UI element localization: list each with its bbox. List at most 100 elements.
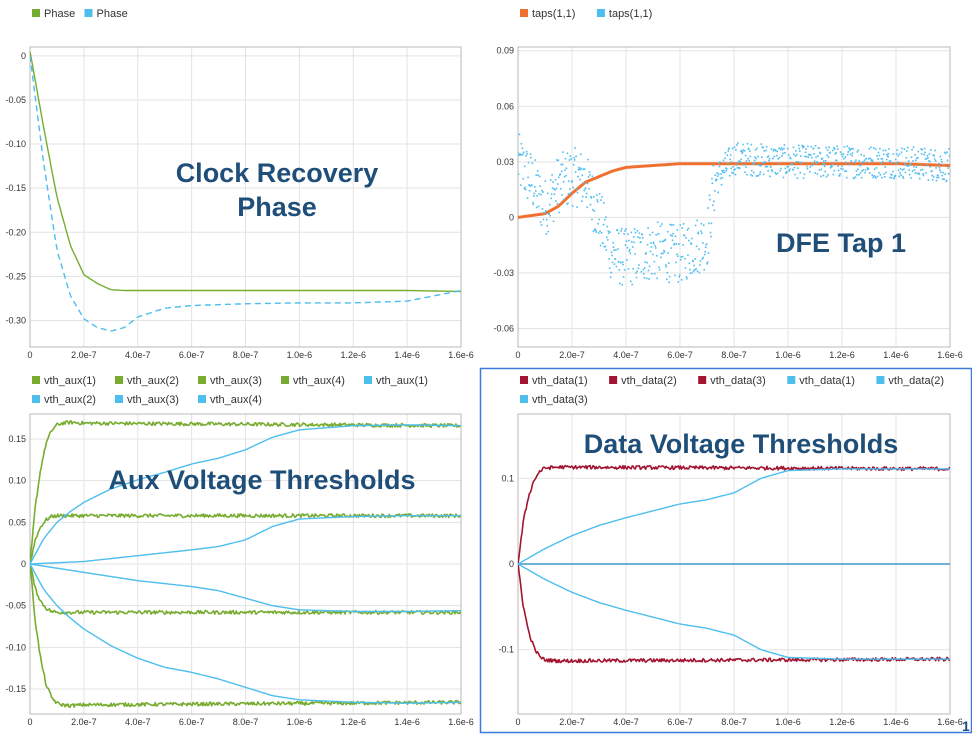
- scatter-point: [611, 254, 613, 257]
- scatter-point: [704, 246, 707, 249]
- plot-frame: [517, 46, 951, 348]
- legend-item[interactable]: vth_data(2): [876, 375, 944, 387]
- scatter-point: [698, 248, 700, 251]
- scatter-point: [858, 164, 861, 167]
- scatter-point: [709, 198, 711, 201]
- legend-item[interactable]: vth_aux(4): [281, 375, 345, 387]
- scatter-point: [793, 153, 795, 156]
- scatter-point: [738, 160, 741, 162]
- scatter-point: [857, 149, 860, 152]
- legend-item[interactable]: taps(1,1): [520, 8, 575, 20]
- scatter-point: [870, 159, 873, 162]
- scatter-point: [732, 165, 734, 168]
- legend-item[interactable]: taps(1,1): [596, 8, 652, 20]
- scatter-point: [544, 180, 547, 182]
- scatter-point: [646, 243, 649, 246]
- legend-label: Phase: [97, 8, 128, 20]
- legend-label: vth_data(3): [710, 375, 766, 387]
- scatter-point: [679, 258, 682, 261]
- scatter-point: [753, 163, 755, 165]
- scatter-point: [594, 228, 597, 230]
- scatter-point: [750, 173, 752, 176]
- scatter-point: [640, 241, 642, 243]
- scatter-point: [704, 250, 706, 253]
- scatter-point: [884, 149, 887, 152]
- scatter-point: [584, 187, 587, 189]
- scatter-point: [664, 239, 666, 242]
- scatter-point: [676, 253, 678, 256]
- scatter-point: [772, 157, 774, 160]
- scatter-point: [907, 165, 910, 167]
- scatter-point: [598, 193, 601, 195]
- phase-legend: Phase Phase: [32, 8, 128, 20]
- scatter-point: [763, 150, 766, 152]
- scatter-point: [520, 142, 523, 145]
- legend-swatch: [596, 9, 605, 17]
- scatter-point: [753, 159, 756, 162]
- scatter-point: [729, 154, 732, 156]
- legend-item[interactable]: vth_aux(2): [115, 375, 179, 387]
- legend-item[interactable]: vth_data(2): [609, 375, 677, 387]
- scatter-point: [602, 223, 605, 226]
- scatter-point: [849, 153, 852, 155]
- scatter-point: [598, 218, 600, 221]
- legend-item[interactable]: Phase: [32, 8, 75, 20]
- scatter-point: [849, 148, 851, 151]
- scatter-point: [851, 152, 854, 154]
- scatter-point: [754, 156, 756, 158]
- legend-item[interactable]: vth_data(1): [520, 375, 588, 387]
- legend-item[interactable]: vth_data(3): [698, 375, 766, 387]
- scatter-point: [838, 175, 841, 177]
- scatter-point: [603, 245, 606, 248]
- scatter-point: [597, 232, 600, 234]
- scatter-point: [604, 245, 607, 248]
- legend-item[interactable]: vth_aux(4): [198, 394, 262, 406]
- scatter-point: [583, 189, 586, 192]
- scatter-point: [941, 174, 944, 177]
- aux-chart: 0 2.0e-7 4.0e-7 6.0e-7 8.0e-7 1.0e-6 1.2e-6 1.4…: [5, 375, 473, 727]
- x-tick-label: 6.0e-7: [667, 717, 693, 727]
- scatter-point: [589, 203, 592, 206]
- scatter-point: [552, 181, 554, 183]
- legend-item[interactable]: Phase: [84, 8, 128, 20]
- scatter-point: [707, 252, 710, 254]
- legend-swatch: [32, 376, 40, 384]
- scatter-point: [810, 156, 813, 159]
- scatter-point: [558, 174, 561, 176]
- scatter-point: [715, 179, 718, 182]
- scatter-point: [615, 265, 618, 268]
- legend-item[interactable]: vth_aux(3): [198, 375, 262, 387]
- legend-item[interactable]: vth_aux(3): [115, 394, 179, 406]
- scatter-point: [932, 176, 935, 178]
- scatter-point: [926, 164, 928, 167]
- scatter-point: [831, 165, 833, 168]
- scatter-point: [760, 143, 763, 145]
- y-tick-label: 0.15: [8, 434, 26, 444]
- legend-item[interactable]: vth_aux(1): [32, 375, 96, 387]
- scatter-point: [545, 209, 547, 212]
- scatter-point: [609, 231, 611, 233]
- legend-item[interactable]: vth_data(3): [520, 394, 588, 406]
- scatter-point: [926, 154, 929, 157]
- scatter-point: [690, 242, 692, 244]
- scatter-point: [672, 232, 674, 235]
- scatter-point: [744, 171, 746, 174]
- scatter-point: [948, 148, 950, 150]
- y-tick-label: -0.25: [5, 271, 26, 281]
- scatter-point: [816, 173, 819, 175]
- legend-item[interactable]: vth_data(1): [787, 375, 855, 387]
- scatter-point: [794, 155, 797, 157]
- scatter-point: [752, 162, 754, 165]
- scatter-point: [883, 173, 886, 175]
- series-vth-aux-3--6-line: [30, 563, 461, 613]
- scatter-point: [929, 160, 931, 163]
- scatter-point: [794, 173, 796, 176]
- legend-item[interactable]: vth_aux(1): [364, 375, 428, 387]
- series-vth-data-2--4-line: [518, 563, 950, 660]
- legend-item[interactable]: vth_aux(2): [32, 394, 96, 406]
- scatter-point: [818, 169, 821, 171]
- y-tick-label: -0.15: [5, 183, 26, 193]
- scatter-point: [807, 156, 810, 159]
- scatter-point: [896, 149, 898, 151]
- scatter-point: [682, 244, 684, 246]
